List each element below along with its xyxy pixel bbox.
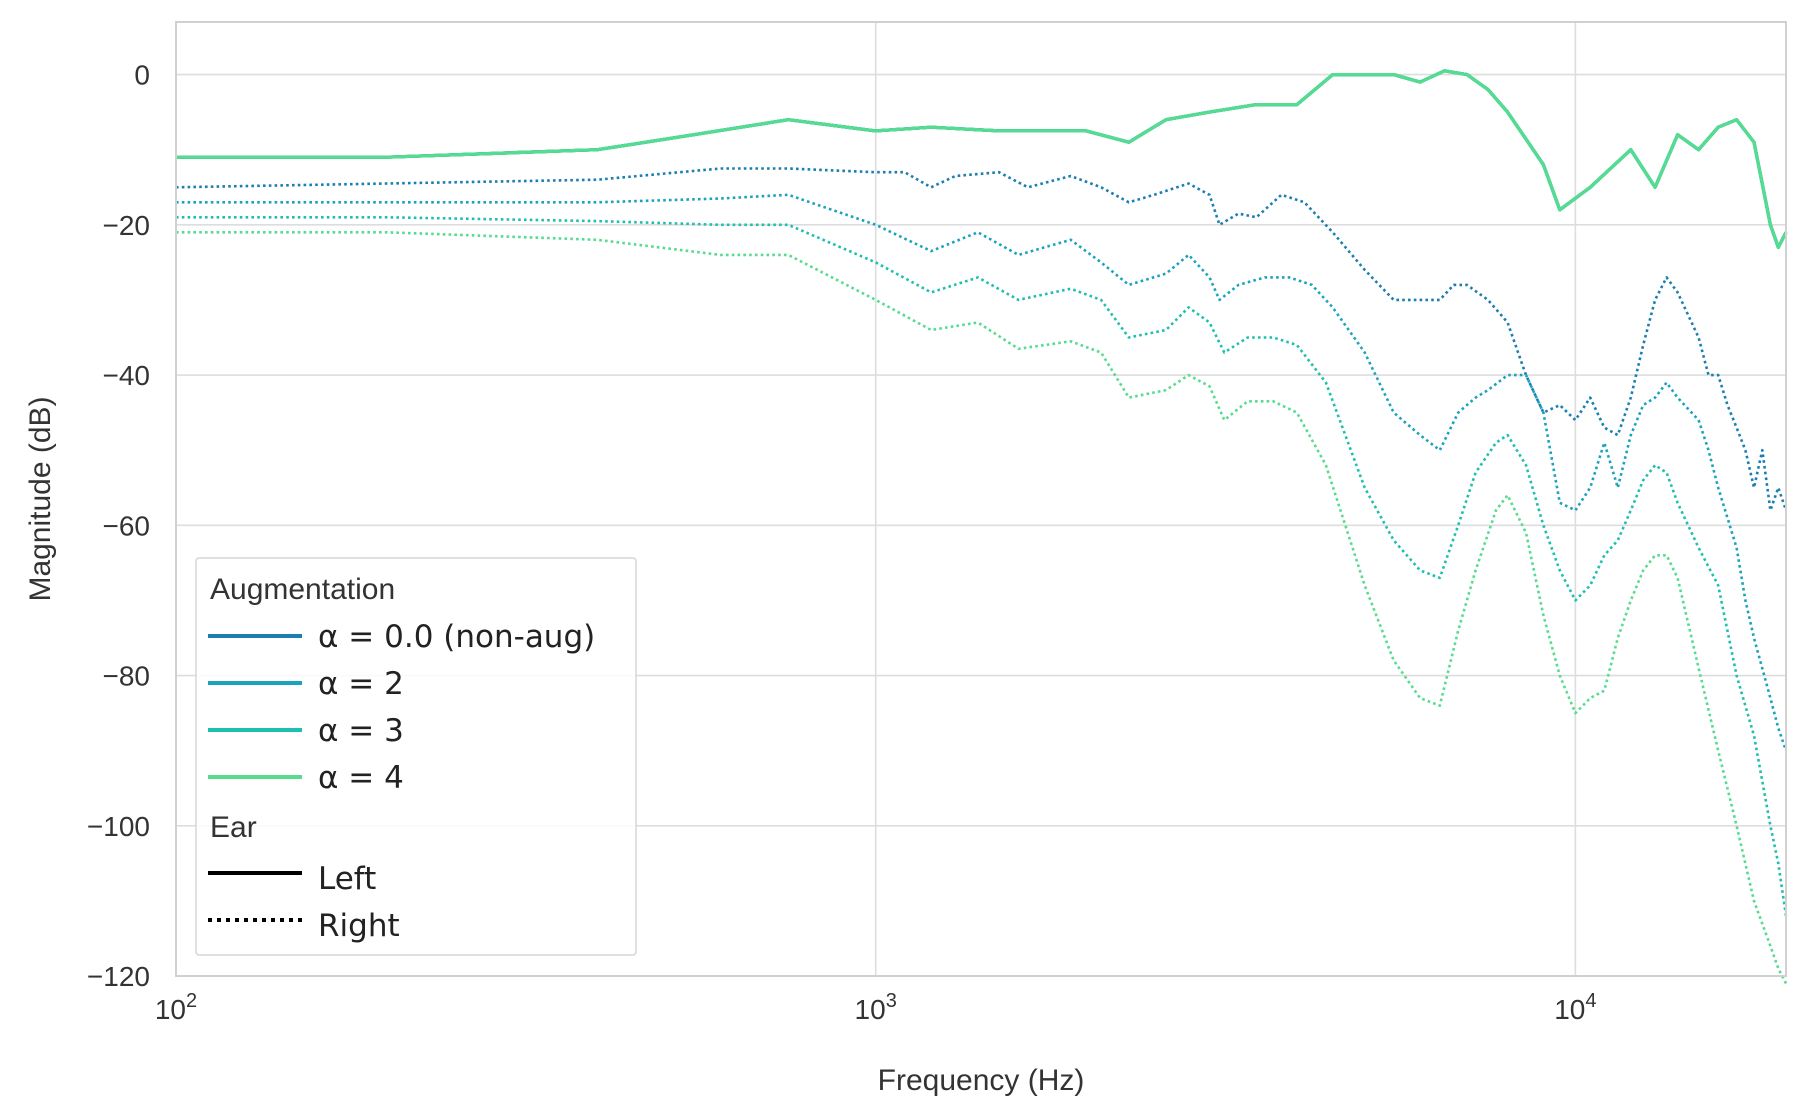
y-tick-label: −40 [103,360,151,391]
y-tick-label: −120 [87,961,150,992]
y-axis-label: Magnitude (dB) [24,396,57,601]
y-tick-label: 0 [134,60,150,91]
legend-hue-title: Augmentation [210,573,395,606]
series-line-left-alpha-3 [176,69,1788,249]
series-lines [175,69,1788,985]
x-axis-label: Frequency (Hz) [878,1064,1085,1097]
y-tick-label: −20 [103,210,151,241]
y-tick-label: −80 [103,661,151,692]
x-tick-labels: 102 103 104 [155,990,1597,1025]
plot-frame [175,21,1787,977]
legend-entry-label: Right [318,908,400,944]
legend-style-title: Ear [210,811,257,844]
legend-entry-label: α = 2 [318,666,404,702]
legend-entry-label: α = 4 [318,760,404,796]
x-tick-label: 102 [155,990,197,1025]
legend-entry-label: α = 3 [318,713,404,749]
legend-entry-label: Left [318,861,376,897]
y-tick-label: −60 [103,510,151,541]
series-line-right-alpha-2 [176,216,1788,917]
legend-box [195,557,637,956]
legend: Augmentation α = 0.0 (non-aug) α = 2 α = 3 α… [195,557,637,956]
series-line-right-alpha-0 [175,167,1788,512]
series-line-right-alpha-1 [176,193,1788,752]
x-tick-label: 104 [1554,990,1596,1025]
y-tick-labels: 0 −20 −40 −60 −80 −100 −120 [87,60,150,992]
legend-entry-label: α = 0.0 (non-aug) [318,619,595,655]
series-line-right-alpha-3 [176,231,1788,985]
y-tick-label: −100 [87,811,150,842]
x-tick-label: 103 [855,990,897,1025]
